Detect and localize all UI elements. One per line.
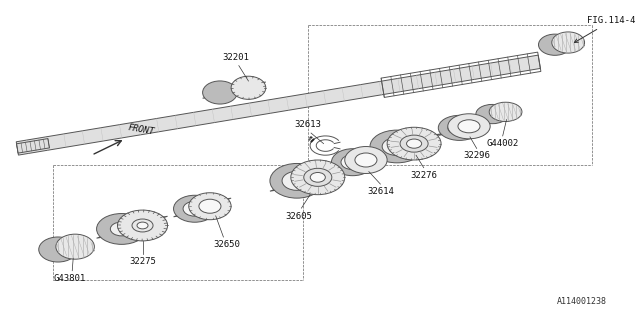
Ellipse shape bbox=[97, 213, 147, 244]
Text: 32276: 32276 bbox=[410, 171, 437, 180]
Ellipse shape bbox=[355, 153, 377, 167]
Polygon shape bbox=[332, 152, 387, 170]
Ellipse shape bbox=[137, 222, 148, 229]
Ellipse shape bbox=[341, 155, 364, 170]
Ellipse shape bbox=[199, 199, 221, 213]
Polygon shape bbox=[97, 216, 168, 238]
Ellipse shape bbox=[132, 219, 153, 232]
Ellipse shape bbox=[387, 127, 441, 160]
Ellipse shape bbox=[291, 160, 345, 195]
Polygon shape bbox=[16, 55, 540, 155]
Ellipse shape bbox=[370, 130, 424, 163]
Ellipse shape bbox=[310, 172, 325, 182]
Polygon shape bbox=[370, 134, 441, 156]
Ellipse shape bbox=[110, 222, 133, 236]
Text: A114001238: A114001238 bbox=[557, 297, 607, 306]
Ellipse shape bbox=[448, 121, 471, 135]
Ellipse shape bbox=[382, 138, 412, 156]
Ellipse shape bbox=[282, 171, 312, 190]
Text: 32650: 32650 bbox=[213, 240, 240, 249]
Polygon shape bbox=[203, 82, 266, 98]
Ellipse shape bbox=[489, 102, 522, 122]
Ellipse shape bbox=[345, 147, 387, 173]
Ellipse shape bbox=[304, 168, 332, 186]
Ellipse shape bbox=[552, 32, 584, 53]
Polygon shape bbox=[173, 198, 231, 217]
Text: 32614: 32614 bbox=[367, 187, 394, 196]
Text: 32201: 32201 bbox=[223, 53, 250, 62]
Text: 32613: 32613 bbox=[295, 120, 322, 129]
Ellipse shape bbox=[56, 234, 94, 259]
Ellipse shape bbox=[270, 164, 324, 198]
Polygon shape bbox=[58, 247, 94, 253]
Ellipse shape bbox=[438, 115, 481, 140]
Ellipse shape bbox=[183, 201, 206, 216]
Ellipse shape bbox=[400, 135, 428, 152]
Ellipse shape bbox=[189, 193, 231, 220]
Ellipse shape bbox=[458, 120, 480, 133]
Text: G43801: G43801 bbox=[53, 274, 86, 283]
Polygon shape bbox=[438, 119, 490, 135]
Ellipse shape bbox=[406, 139, 422, 148]
Polygon shape bbox=[492, 112, 522, 117]
Ellipse shape bbox=[538, 34, 572, 55]
Polygon shape bbox=[270, 167, 345, 191]
Ellipse shape bbox=[203, 81, 237, 104]
Ellipse shape bbox=[448, 114, 490, 139]
Ellipse shape bbox=[39, 237, 77, 262]
Text: 32296: 32296 bbox=[463, 151, 490, 160]
Ellipse shape bbox=[231, 76, 266, 99]
Ellipse shape bbox=[173, 195, 216, 222]
Ellipse shape bbox=[332, 149, 374, 176]
Text: FRONT: FRONT bbox=[127, 123, 155, 136]
Ellipse shape bbox=[476, 104, 509, 124]
Text: 32605: 32605 bbox=[285, 212, 312, 221]
Text: FIG.114-4: FIG.114-4 bbox=[575, 16, 636, 43]
Polygon shape bbox=[17, 139, 49, 153]
Polygon shape bbox=[555, 43, 584, 48]
Ellipse shape bbox=[118, 210, 168, 241]
Text: G44002: G44002 bbox=[486, 139, 519, 148]
Text: 32275: 32275 bbox=[129, 257, 156, 266]
